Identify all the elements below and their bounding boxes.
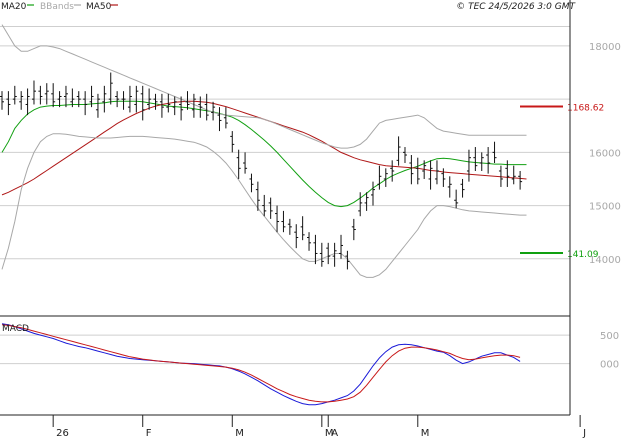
x-axis-tick-label: M	[325, 428, 334, 439]
series-line-bbands	[1, 24, 527, 149]
x-axis-tick-label: M	[235, 428, 244, 439]
macd-y-tick-label: 500	[600, 331, 619, 342]
macd-line-signal	[1, 324, 521, 403]
x-axis-tick-label: J	[582, 428, 586, 439]
x-axis-tick-label: M	[421, 428, 430, 439]
price-candles-group	[0, 72, 523, 270]
legend: MA20 BBands MA50	[1, 2, 118, 12]
macd-panel-title: MACD	[2, 324, 29, 334]
legend-label-ma20: MA20	[1, 2, 27, 12]
y-axis-tick-label: 16000	[589, 148, 621, 159]
macd-grid	[0, 334, 570, 365]
price-tags-group: 1168.62 141.09	[520, 103, 604, 260]
price-grid	[0, 26, 570, 260]
legend-label-ma50: MA50	[86, 2, 112, 12]
macd-line-macd	[1, 323, 521, 406]
x-axis-tick-label: A	[331, 428, 338, 439]
series-line-ma20	[1, 100, 527, 208]
macd-y-axis-labels: 000 500	[600, 331, 619, 371]
macd-y-tick-label: 000	[600, 360, 619, 371]
macd-series-group	[1, 323, 521, 406]
legend-label-bbands: BBands	[40, 2, 74, 12]
price-tag-label: 141.09	[567, 250, 599, 260]
y-axis-tick-label: 18000	[589, 42, 621, 53]
x-axis-tick-label: 26	[56, 428, 69, 439]
axes-group	[0, 0, 571, 416]
y-axis-labels: 14000 15000 16000 18000	[589, 42, 621, 266]
copyright-text: © TEC 24/5/2026 3:0 GMT	[456, 2, 576, 12]
y-axis-tick-label: 15000	[589, 202, 621, 213]
x-axis-labels: 26 F M MA M J	[52, 415, 586, 439]
price-tag-label: 1168.62	[567, 103, 604, 113]
x-axis-tick-label: F	[146, 428, 152, 439]
y-axis-tick-label: 14000	[589, 255, 621, 266]
